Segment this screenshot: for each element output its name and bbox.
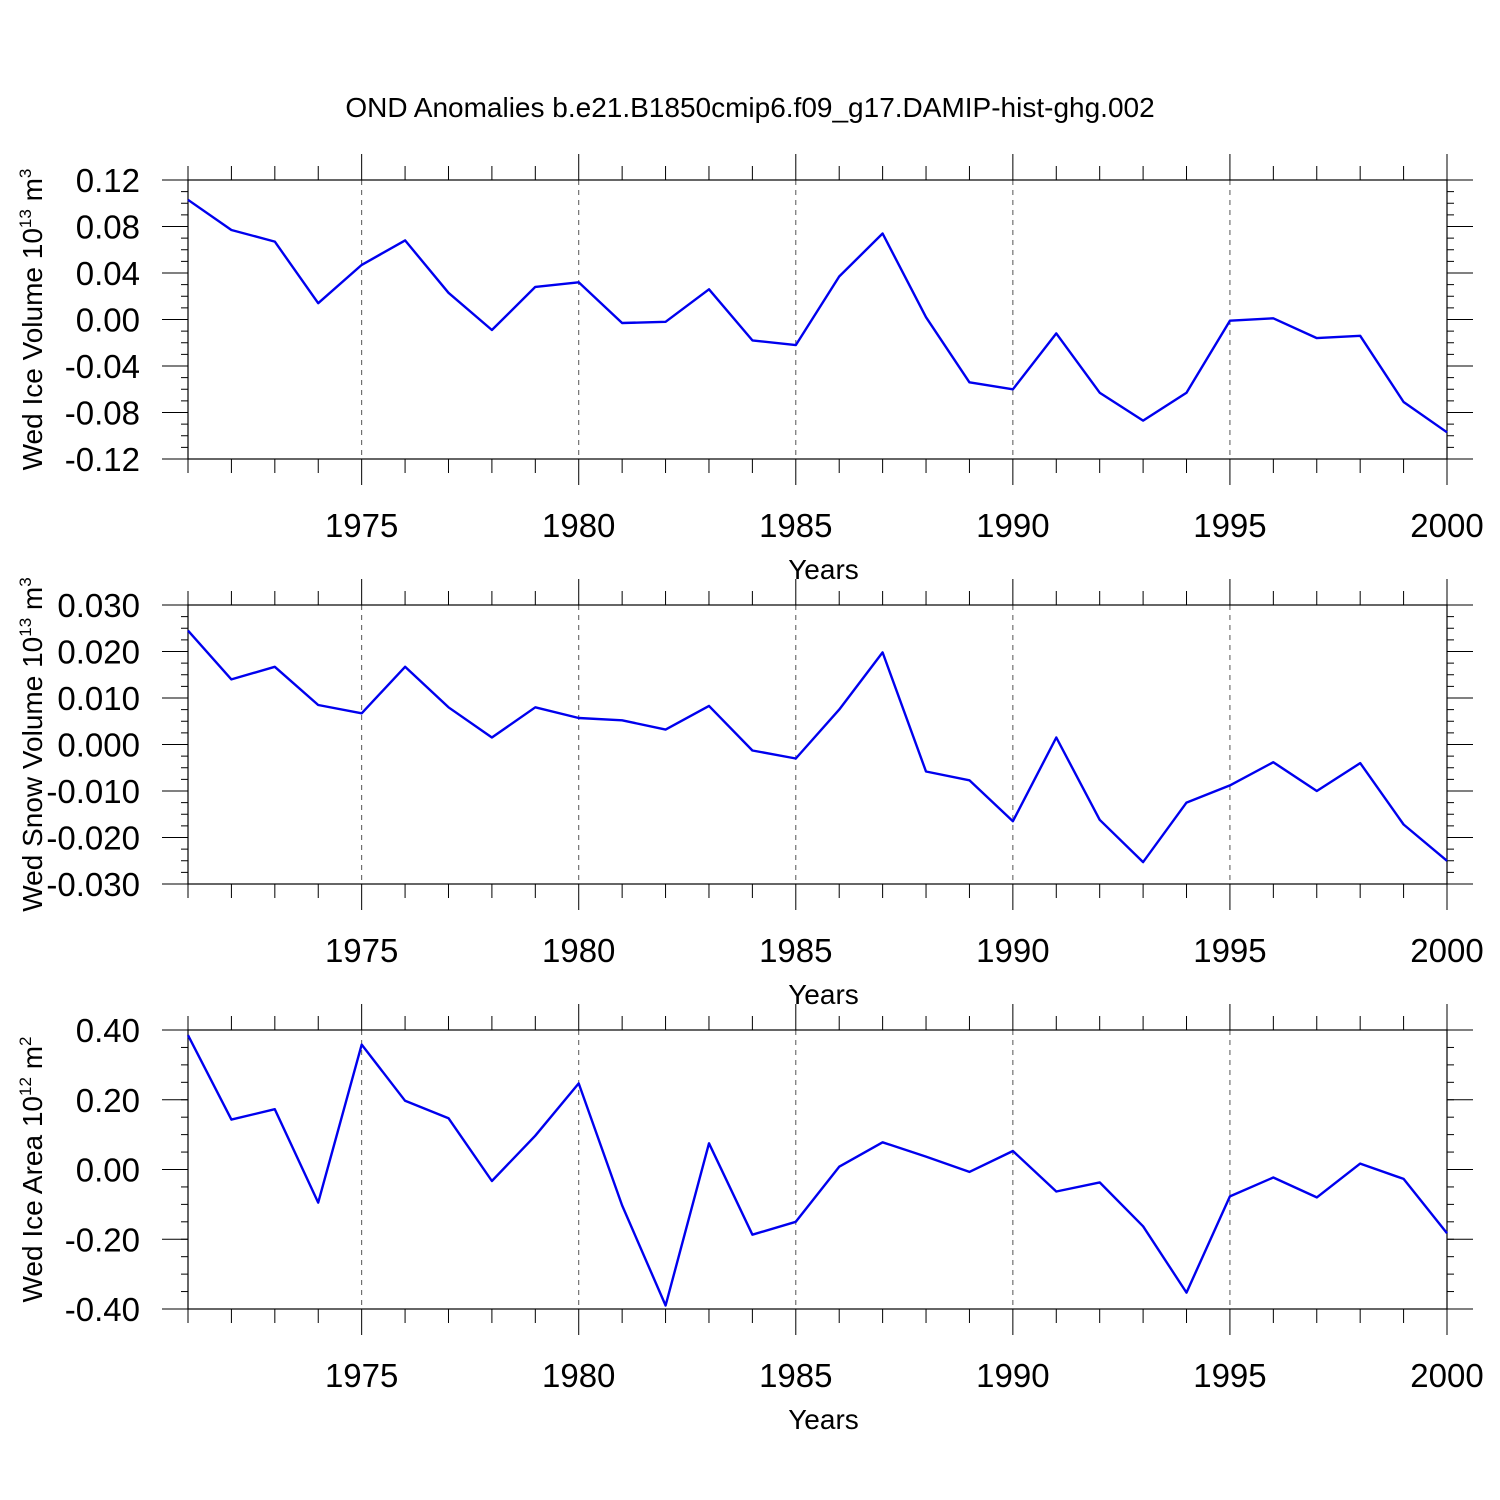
x-tick-label: 1995 <box>1193 1357 1266 1394</box>
y-tick-label: 0.04 <box>76 255 140 292</box>
y-tick-label: 0.000 <box>57 727 140 764</box>
y-axis-label: Wed Ice Area 1012 m2 <box>16 1037 48 1303</box>
y-tick-label: 0.030 <box>57 587 140 624</box>
y-axis-label: Wed Ice Volume 1013 m3 <box>16 169 48 471</box>
series-line <box>186 1034 1448 1307</box>
x-tick-label: 1995 <box>1193 507 1266 544</box>
x-tick-label: 1975 <box>325 932 398 969</box>
y-tick-label: 0.00 <box>76 1152 140 1189</box>
y-tick-label: 0.40 <box>76 1012 140 1049</box>
y-tick-label: -0.010 <box>46 773 140 810</box>
x-tick-label: 1980 <box>542 932 615 969</box>
x-axis-label: Years <box>788 554 859 585</box>
y-tick-label: 0.20 <box>76 1082 140 1119</box>
x-axis-label: Years <box>788 979 859 1010</box>
x-tick-label: 1985 <box>759 932 832 969</box>
plot-frame <box>187 1029 1448 1310</box>
x-tick-label: 1980 <box>542 507 615 544</box>
series-line <box>187 198 1448 434</box>
y-tick-label: -0.020 <box>46 820 140 857</box>
y-tick-label: 0.08 <box>76 209 140 246</box>
x-tick-label: 2000 <box>1410 507 1483 544</box>
x-tick-label: 2000 <box>1410 932 1483 969</box>
y-tick-label: -0.08 <box>65 395 140 432</box>
panel-1: 1975 1980 1985 1990 1995 2000 Years 0.12 0.08 0.0… <box>16 154 1484 585</box>
x-tick-label: 2000 <box>1410 1357 1483 1394</box>
y-tick-label: 0.020 <box>57 634 140 671</box>
x-tick-label: 1985 <box>759 1357 832 1394</box>
series-line <box>187 629 1448 864</box>
y-tick-label: -0.20 <box>65 1221 140 1258</box>
y-tick-label: -0.04 <box>65 348 140 385</box>
y-tick-label: 0.00 <box>76 302 140 339</box>
y-tick-label: -0.40 <box>65 1291 140 1328</box>
y-tick-label: 0.010 <box>57 680 140 717</box>
plot-frame <box>187 604 1448 885</box>
y-axis-label: Wed Snow Volume 1013 m3 <box>16 577 48 911</box>
x-axis-label: Years <box>788 1404 859 1435</box>
x-tick-label: 1990 <box>976 507 1049 544</box>
y-tick-label: -0.030 <box>46 866 140 903</box>
y-tick-label: 0.12 <box>76 162 140 199</box>
panel-2: 1975 1980 1985 1990 1995 2000 Years 0.030 0.020 0… <box>16 577 1484 1010</box>
x-tick-label: 1990 <box>976 1357 1049 1394</box>
chart-title: OND Anomalies b.e21.B1850cmip6.f09_g17.D… <box>345 92 1154 123</box>
panel-3: 1975 1980 1985 1990 1995 2000 Years 0.40 0.20 0.0… <box>16 1004 1484 1435</box>
x-tick-label: 1975 <box>325 507 398 544</box>
x-tick-label: 1995 <box>1193 932 1266 969</box>
x-tick-label: 1980 <box>542 1357 615 1394</box>
x-tick-label: 1990 <box>976 932 1049 969</box>
y-tick-label: -0.12 <box>65 441 140 478</box>
x-tick-label: 1975 <box>325 1357 398 1394</box>
x-tick-label: 1985 <box>759 507 832 544</box>
